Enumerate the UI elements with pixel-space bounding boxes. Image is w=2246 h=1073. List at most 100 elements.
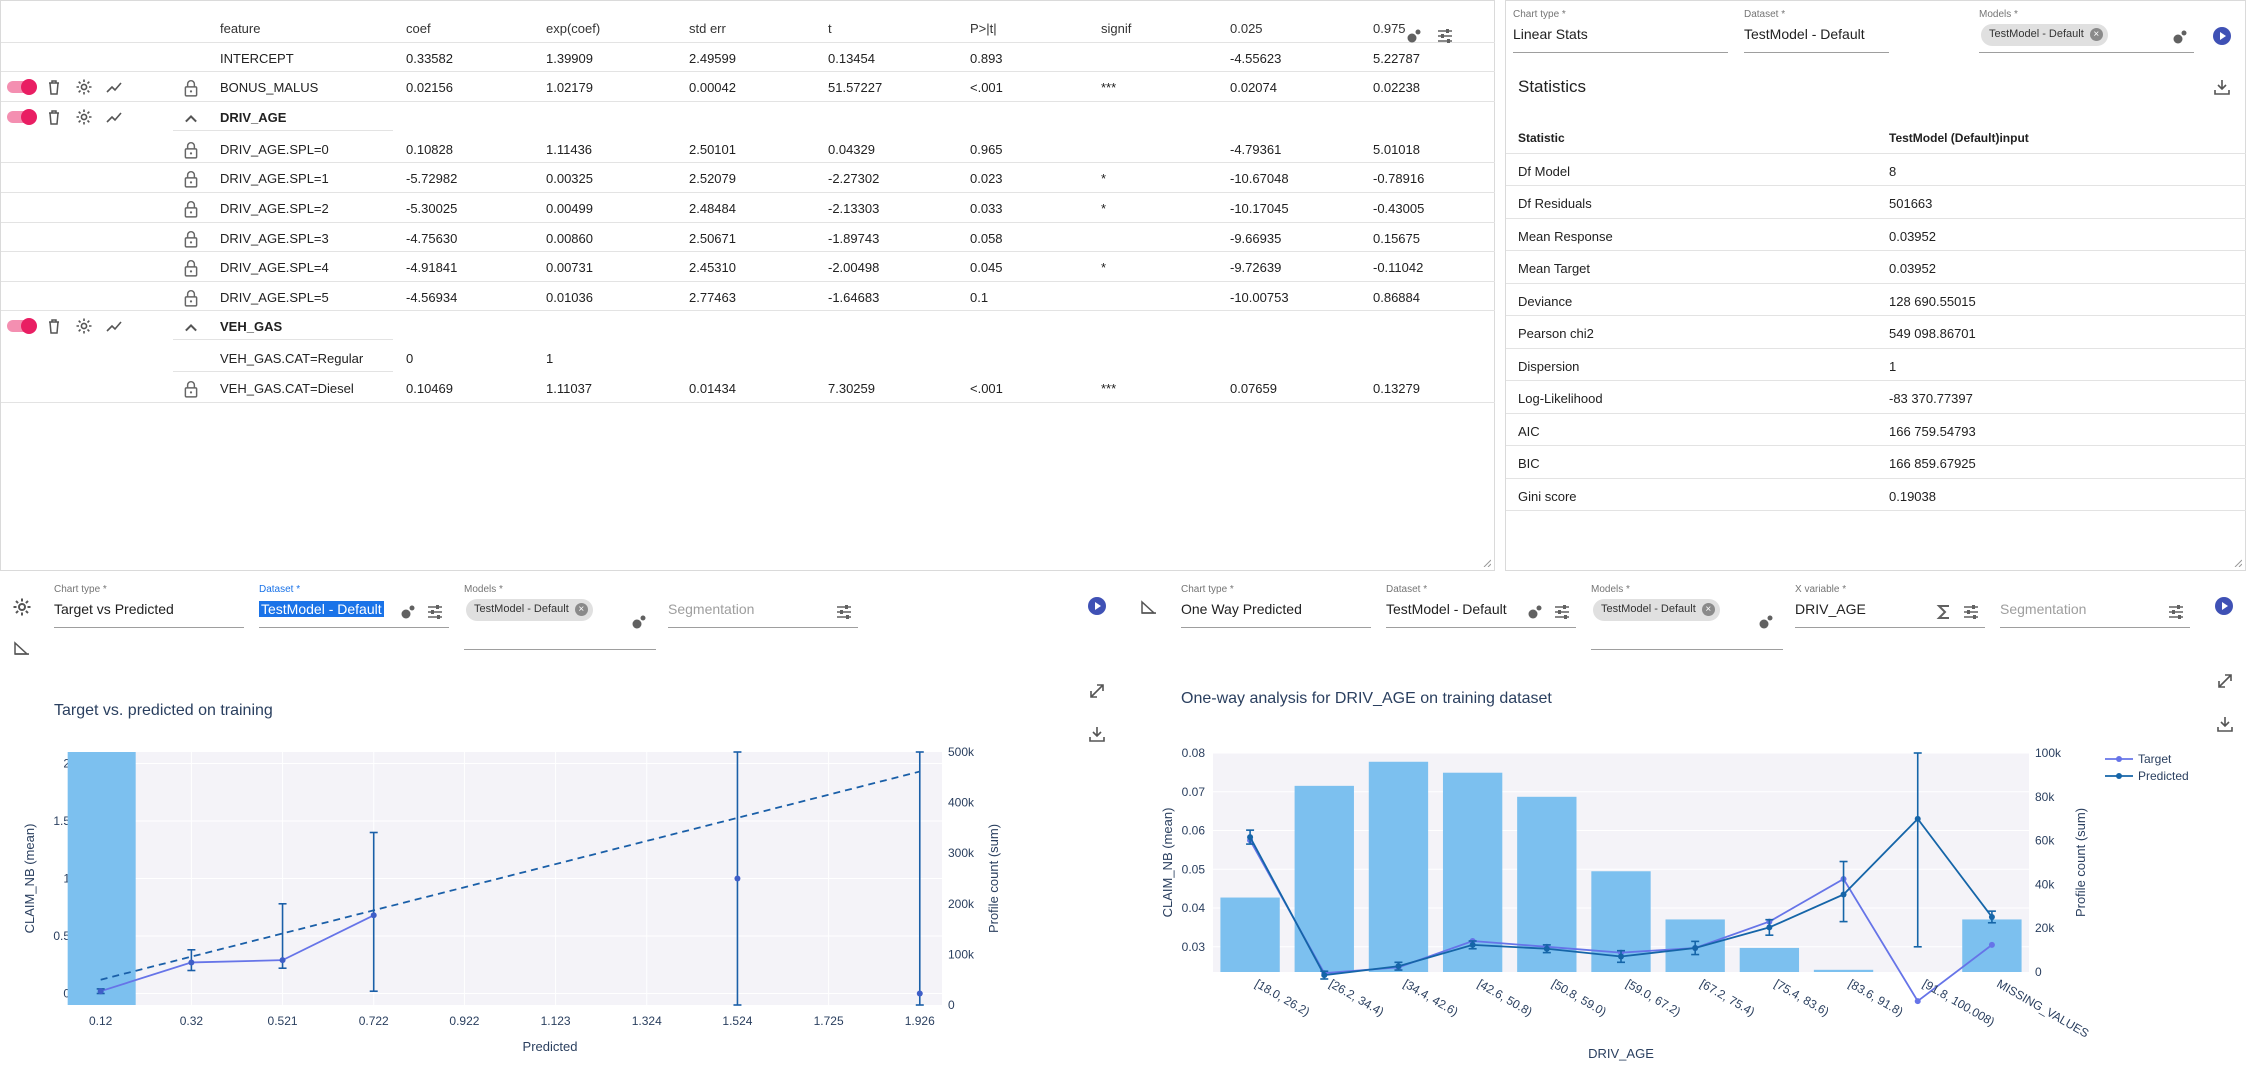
run-icon[interactable]: [1088, 597, 1106, 615]
x-tick-label: MISSING_VALUES: [1994, 976, 2091, 1040]
models-select[interactable]: Models * TestModel - Default ×: [464, 584, 656, 650]
statistics-title: Statistics: [1518, 77, 1587, 96]
tune-icon[interactable]: [2167, 603, 2185, 621]
lock-icon[interactable]: [182, 259, 198, 277]
dataset-value[interactable]: TestModel - Default: [259, 601, 384, 617]
dataset-select[interactable]: Dataset * TestModel - Default: [1744, 9, 1889, 53]
lock-icon[interactable]: [182, 289, 198, 307]
ruler-icon[interactable]: [12, 638, 32, 658]
dataset-select[interactable]: Dataset * TestModel - Default: [1386, 584, 1576, 628]
resize-handle-icon[interactable]: [1483, 559, 1491, 567]
data-point: [279, 957, 286, 964]
lock-icon[interactable]: [182, 79, 198, 97]
settings-icon[interactable]: [12, 597, 32, 617]
value-cell: 0.04329: [828, 141, 875, 157]
enable-toggle[interactable]: [7, 108, 37, 125]
model-chip-label: TestModel - Default: [1989, 28, 2084, 40]
tune-icon[interactable]: [426, 603, 444, 621]
tvp-chart-title: Target vs. predicted on training: [54, 702, 273, 719]
value-cell: 5.01018: [1373, 141, 1420, 157]
table-row: INTERCEPT 0.33582 1.39909 2.49599 0.13454 0.8…: [1, 43, 1495, 73]
lock-icon[interactable]: [182, 170, 198, 188]
dataset-select[interactable]: Dataset * TestModel - Default: [259, 584, 449, 628]
x-variable-select[interactable]: X variable * DRIV_AGE: [1795, 584, 1985, 628]
column-header[interactable]: exp(coef): [546, 21, 601, 36]
bubbles-icon[interactable]: [2171, 28, 2189, 46]
profile-count-bar: [1813, 969, 1874, 972]
column-header[interactable]: 0.975: [1373, 21, 1406, 36]
chip-remove-icon[interactable]: ×: [574, 603, 588, 616]
model-chip[interactable]: TestModel - Default ×: [1981, 24, 2108, 46]
chart-type-select[interactable]: Chart type * Linear Stats: [1513, 9, 1728, 53]
y2-tick-label: 400k: [948, 796, 975, 810]
gear-icon[interactable]: [75, 108, 93, 126]
statistic-name: Dispersion: [1518, 358, 1580, 374]
segmentation-select[interactable]: Segmentation: [668, 584, 858, 628]
models-select[interactable]: Models * TestModel - Default ×: [1979, 9, 2194, 53]
profile-count-bar: [1739, 947, 1800, 972]
download-icon[interactable]: [2215, 714, 2235, 734]
column-header[interactable]: coef: [406, 21, 431, 36]
chart-type-select[interactable]: Chart type * Target vs Predicted: [54, 584, 244, 628]
expand-icon[interactable]: [2215, 671, 2235, 691]
tune-icon[interactable]: [835, 603, 853, 621]
bubbles-icon[interactable]: [1526, 603, 1544, 621]
model-chip[interactable]: TestModel - Default ×: [466, 599, 593, 621]
trend-icon[interactable]: [105, 78, 123, 96]
bubbles-icon[interactable]: [630, 613, 648, 631]
column-header[interactable]: std err: [689, 21, 726, 36]
lock-icon[interactable]: [182, 141, 198, 159]
tune-icon[interactable]: [1962, 603, 1980, 621]
y2-tick-label: 40k: [2035, 877, 2055, 891]
collapse-chevron-icon[interactable]: [182, 110, 197, 124]
trend-icon[interactable]: [105, 108, 123, 126]
ruler-icon[interactable]: [1139, 597, 1159, 617]
chip-remove-icon[interactable]: ×: [1701, 603, 1715, 616]
chart-type-select[interactable]: Chart type * One Way Predicted: [1181, 584, 1371, 628]
run-icon[interactable]: [2213, 27, 2231, 45]
segmentation-select[interactable]: Segmentation: [2000, 584, 2190, 628]
run-icon[interactable]: [2215, 597, 2233, 615]
expand-icon[interactable]: [1087, 681, 1107, 701]
x-tick-label: 1.123: [541, 1014, 571, 1028]
column-header[interactable]: t: [828, 21, 832, 36]
gear-icon[interactable]: [75, 78, 93, 96]
collapse-chevron-icon[interactable]: [182, 319, 197, 333]
bubbles-icon[interactable]: [1757, 613, 1775, 631]
column-header[interactable]: feature: [220, 21, 261, 36]
lock-icon[interactable]: [182, 200, 198, 218]
enable-toggle[interactable]: [7, 79, 37, 96]
lock-icon[interactable]: [182, 230, 198, 248]
column-header[interactable]: P>|t|: [970, 21, 997, 36]
value-cell: 0.10828: [406, 141, 453, 157]
sigma-icon[interactable]: [1935, 603, 1953, 621]
trash-icon[interactable]: [45, 108, 63, 126]
tune-icon[interactable]: [1553, 603, 1571, 621]
trash-icon[interactable]: [45, 317, 63, 335]
trend-icon[interactable]: [105, 317, 123, 335]
gear-icon[interactable]: [75, 317, 93, 335]
value-cell: <.001: [970, 380, 1003, 396]
statistics-row: AIC 166 759.54793: [1506, 414, 2246, 446]
trash-icon[interactable]: [45, 78, 63, 96]
bubbles-icon[interactable]: [1405, 27, 1423, 45]
column-header[interactable]: signif: [1101, 21, 1132, 36]
download-icon[interactable]: [2212, 77, 2232, 97]
x-axis-label: DRIV_AGE: [1588, 1046, 1654, 1061]
value-cell: 0.00731: [546, 260, 593, 276]
chip-remove-icon[interactable]: ×: [2089, 28, 2103, 41]
value-cell: 2.48484: [689, 200, 736, 216]
bubbles-icon[interactable]: [399, 603, 417, 621]
table-row: VEH_GAS.CAT=Regular 0 1: [1, 343, 1495, 373]
download-icon[interactable]: [1087, 724, 1107, 744]
models-select[interactable]: Models * TestModel - Default ×: [1591, 584, 1783, 650]
data-point: [1543, 945, 1550, 952]
column-header[interactable]: 0.025: [1230, 21, 1263, 36]
x-tick-label: [75.4, 83.6): [1772, 976, 1832, 1018]
enable-toggle[interactable]: [7, 318, 37, 335]
resize-handle-icon[interactable]: [2234, 559, 2242, 567]
tune-icon[interactable]: [1436, 27, 1454, 45]
table-row: DRIV_AGE.SPL=2 -5.30025 0.00499 2.48484 -2.1…: [1, 193, 1495, 223]
lock-icon[interactable]: [182, 380, 198, 398]
model-chip[interactable]: TestModel - Default ×: [1593, 599, 1720, 621]
